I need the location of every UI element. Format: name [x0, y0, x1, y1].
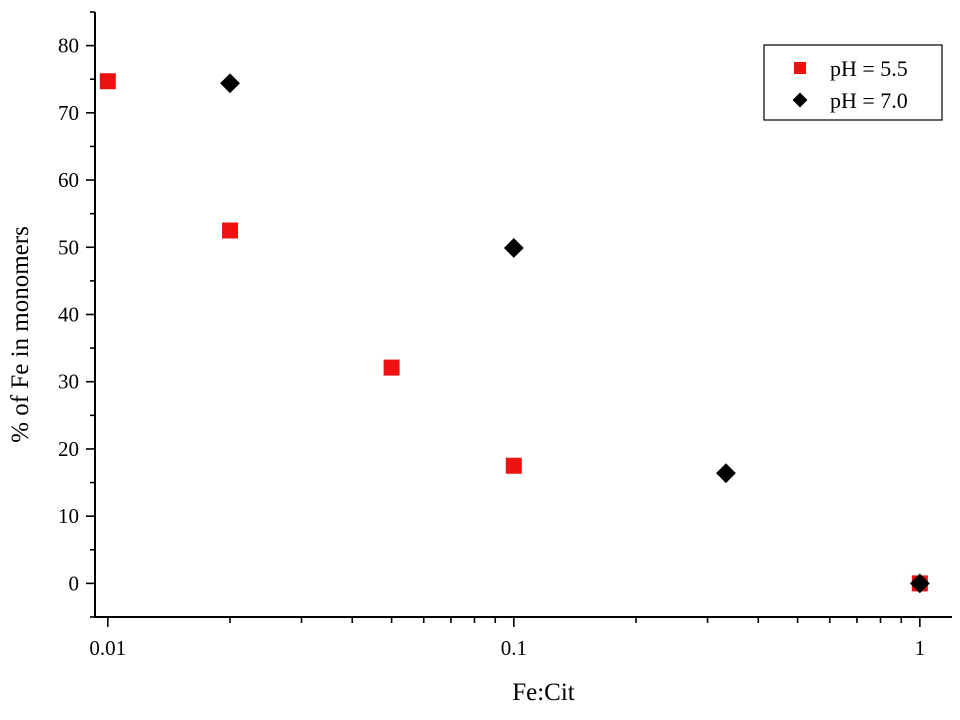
series-2 [220, 73, 930, 594]
square-point [99, 73, 116, 90]
legend: pH = 5.5 pH = 7.0 [763, 44, 943, 121]
square-point [383, 359, 400, 376]
legend-label: pH = 5.5 [830, 56, 908, 81]
square-point [222, 222, 239, 239]
legend-marker [794, 62, 806, 74]
diamond-point [503, 238, 524, 258]
y-tick-label: 70 [58, 101, 79, 125]
y-tick-label: 10 [58, 504, 79, 528]
series-1 [99, 73, 928, 592]
y-tick-label: 30 [58, 370, 79, 394]
diamond-point [716, 463, 736, 484]
legend-box [763, 44, 943, 121]
diamond-point [220, 73, 240, 94]
legend-marker [792, 92, 808, 108]
axes: 0 10 20 30 40 50 60 70 80 0.01 0.1 1 [58, 11, 952, 660]
data-marks [99, 73, 930, 594]
x-tick-label: 0.1 [501, 636, 527, 660]
y-tick-label: 20 [58, 437, 79, 461]
y-tick-label: 80 [58, 34, 79, 58]
square-point [505, 457, 522, 474]
x-axis-title: Fe:Cit [512, 679, 575, 706]
x-tick-label: 0.01 [89, 636, 126, 660]
y-tick-label: 40 [58, 303, 79, 327]
y-tick-label: 0 [69, 571, 80, 595]
y-tick-label: 50 [58, 235, 79, 259]
y-tick-label: 60 [58, 168, 79, 192]
y-axis-title: % of Fe in monomers [7, 226, 34, 443]
x-tick-label: 1 [915, 636, 926, 660]
legend-label: pH = 7.0 [830, 88, 908, 113]
diamond-point [909, 573, 930, 594]
